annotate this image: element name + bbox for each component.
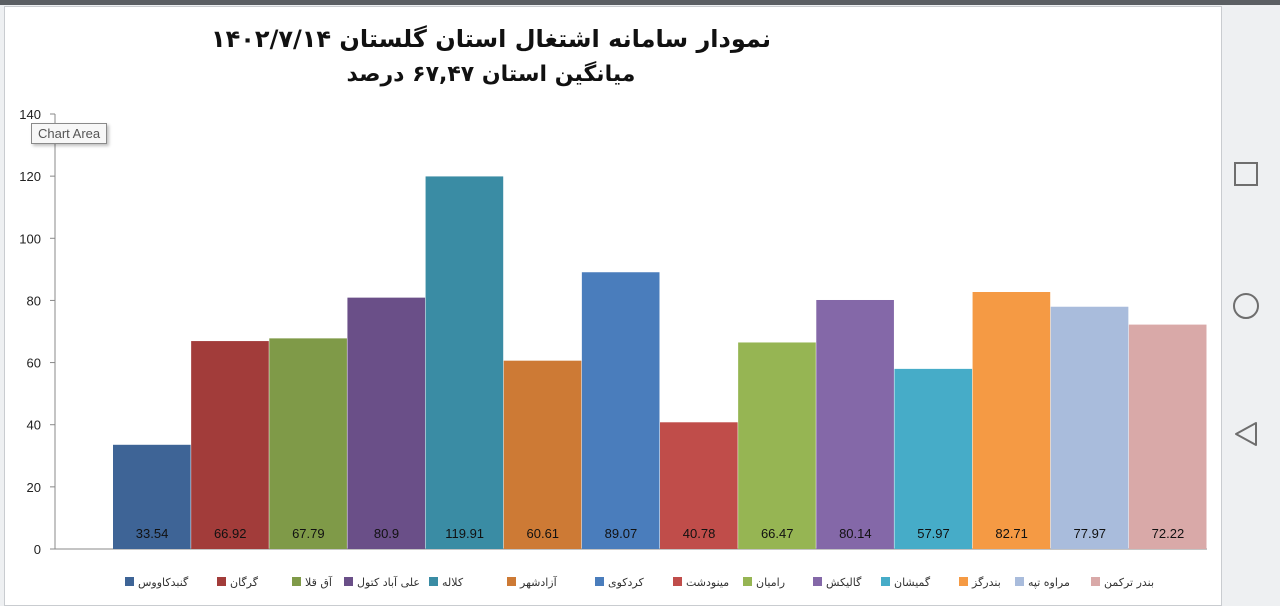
bar[interactable] — [269, 338, 347, 549]
legend-item[interactable]: کردکوی — [595, 576, 644, 589]
bar[interactable] — [347, 297, 426, 549]
legend-label: گمیشان — [894, 576, 931, 589]
legend: گنبدکاووس گرگان آق قلا علی آباد کتول کلاله آز… — [125, 575, 1154, 589]
legend-item[interactable]: گرگان — [217, 576, 259, 589]
y-tick-label: 20 — [27, 480, 41, 495]
bars-group: 33.54 66.92 67.79 80.9 119.91 60.61 89.07 40.78… — [113, 176, 1207, 550]
y-tick-label: 80 — [27, 293, 41, 308]
bar-data-label: 57.97 — [917, 526, 950, 541]
legend-label: رامیان — [756, 576, 785, 589]
legend-swatch — [959, 577, 968, 586]
legend-swatch — [292, 577, 301, 586]
legend-swatch — [743, 577, 752, 586]
legend-swatch — [881, 577, 890, 586]
bar[interactable] — [425, 176, 504, 550]
legend-item[interactable]: بندر ترکمن — [1091, 576, 1154, 589]
bar[interactable] — [972, 292, 1051, 549]
bar-data-label: 66.47 — [761, 526, 794, 541]
y-tick-label: 0 — [34, 542, 41, 557]
window-top-edge — [0, 0, 1280, 5]
chart-area-tooltip: Chart Area — [31, 123, 108, 144]
legend-swatch — [813, 577, 822, 586]
legend-swatch — [429, 577, 438, 586]
chart-title: نمودار سامانه اشتغال استان گلستان ۱۴۰۲/۷… — [211, 25, 771, 53]
bar[interactable] — [113, 444, 191, 549]
legend-label: کردکوی — [608, 576, 644, 589]
bar-chart: نمودار سامانه اشتغال استان گلستان ۱۴۰۲/۷… — [19, 25, 1207, 589]
legend-label: گرگان — [230, 576, 259, 589]
legend-item[interactable]: گمیشان — [881, 576, 931, 589]
bar-data-label: 66.92 — [214, 526, 247, 541]
bar-data-label: 80.14 — [839, 526, 872, 541]
legend-item[interactable]: آق قلا — [292, 575, 333, 589]
bar-data-label: 60.61 — [527, 526, 560, 541]
legend-label: گالیکش — [826, 576, 862, 589]
bar-data-label: 119.91 — [445, 526, 484, 541]
legend-label: کلاله — [442, 576, 464, 589]
legend-label: بندرگز — [971, 576, 1001, 589]
bar[interactable] — [581, 272, 660, 549]
legend-swatch — [507, 577, 516, 586]
chart-area[interactable]: نمودار سامانه اشتغال استان گلستان ۱۴۰۲/۷… — [4, 6, 1222, 606]
y-tick-label: 40 — [27, 418, 41, 433]
bar-data-label: 72.22 — [1152, 526, 1185, 541]
y-tick-label: 100 — [19, 231, 41, 246]
y-tick-label: 140 — [19, 107, 41, 122]
recent-apps-button[interactable] — [1222, 150, 1270, 198]
y-tick-label: 120 — [19, 169, 41, 184]
legend-label: بندر ترکمن — [1104, 576, 1154, 589]
bar-data-label: 33.54 — [136, 526, 169, 541]
circle-icon — [1233, 293, 1259, 319]
bar[interactable] — [894, 368, 973, 549]
chart-subtitle: میانگین استان ۶۷,۴۷ درصد — [347, 60, 636, 87]
legend-item[interactable]: گالیکش — [813, 576, 862, 589]
legend-label: آزادشهر — [519, 575, 558, 589]
legend-swatch — [1091, 577, 1100, 586]
bar-data-label: 40.78 — [683, 526, 716, 541]
legend-swatch — [125, 577, 134, 586]
legend-item[interactable]: رامیان — [743, 576, 785, 589]
legend-swatch — [217, 577, 226, 586]
square-icon — [1234, 162, 1258, 186]
legend-swatch — [344, 577, 353, 586]
bar[interactable] — [660, 422, 738, 549]
legend-item[interactable]: علی آباد کتول — [344, 575, 420, 589]
legend-item[interactable]: مینودشت — [673, 576, 729, 589]
bar-data-label: 67.79 — [292, 526, 325, 541]
legend-item[interactable]: آزادشهر — [507, 575, 558, 589]
legend-label: مراوه تپه — [1028, 576, 1070, 589]
legend-label: آق قلا — [305, 575, 333, 589]
bar[interactable] — [1050, 306, 1129, 549]
y-tick-label: 60 — [27, 356, 41, 371]
bar[interactable] — [738, 342, 816, 549]
bar[interactable] — [503, 360, 582, 549]
bar[interactable] — [1128, 324, 1207, 549]
legend-swatch — [673, 577, 682, 586]
legend-label: گنبدکاووس — [138, 576, 189, 589]
bar-data-label: 82.71 — [995, 526, 1028, 541]
legend-item[interactable]: گنبدکاووس — [125, 576, 189, 589]
legend-item[interactable]: بندرگز — [959, 576, 1001, 589]
home-button[interactable] — [1222, 282, 1270, 330]
bar[interactable] — [191, 341, 269, 549]
bar-data-label: 77.97 — [1074, 526, 1107, 541]
bar-data-label: 80.9 — [374, 526, 399, 541]
legend-item[interactable]: مراوه تپه — [1015, 576, 1070, 589]
legend-swatch — [1015, 577, 1024, 586]
bar-data-label: 89.07 — [605, 526, 638, 541]
bar[interactable] — [816, 299, 894, 549]
back-button[interactable] — [1222, 410, 1270, 458]
back-triangle-icon — [1235, 422, 1257, 446]
android-nav-bar — [1222, 150, 1270, 460]
legend-label: مینودشت — [686, 576, 729, 589]
legend-label: علی آباد کتول — [357, 575, 420, 589]
legend-item[interactable]: کلاله — [429, 576, 464, 589]
legend-swatch — [595, 577, 604, 586]
